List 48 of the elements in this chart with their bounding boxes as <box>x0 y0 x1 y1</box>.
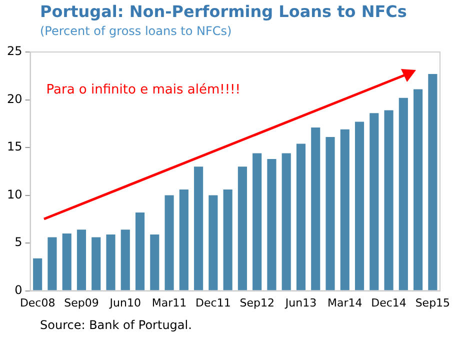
bar <box>223 190 232 290</box>
bar <box>398 98 408 290</box>
y-tick-label: 5 <box>14 235 22 250</box>
bar <box>164 195 174 290</box>
x-tick-label: Dec11 <box>196 296 231 310</box>
bar <box>267 158 276 290</box>
bar <box>311 127 320 290</box>
x-tick-label: Dec14 <box>371 296 406 310</box>
annotation: Para o infinito e mais além!!!! <box>46 82 240 98</box>
bar <box>340 129 350 290</box>
bar <box>252 153 262 290</box>
bar <box>106 234 116 290</box>
bar <box>62 233 72 290</box>
bar <box>428 74 438 290</box>
bar <box>76 230 86 290</box>
x-tick-label: Jun10 <box>108 296 141 310</box>
source-note: Source: Bank of Portugal. <box>40 318 192 332</box>
y-tick-label: 10 <box>6 187 22 202</box>
x-tick-label: Dec08 <box>20 296 56 310</box>
chart-subtitle: (Percent of gross loans to NFCs) <box>40 24 232 38</box>
bar <box>48 237 57 290</box>
bar <box>370 113 379 290</box>
bar <box>135 212 145 290</box>
bar <box>92 237 101 290</box>
x-tick-label: Sep12 <box>240 296 274 310</box>
x-tick-label: Sep15 <box>415 296 450 310</box>
bar <box>238 166 247 290</box>
y-tick-label: 0 <box>14 282 22 297</box>
bar <box>120 230 130 290</box>
y-tick-label: 15 <box>6 140 22 154</box>
bar <box>354 122 364 290</box>
bar <box>282 153 291 290</box>
x-tick-label: Jun13 <box>284 296 317 310</box>
chart-title: Portugal: Non-Performing Loans to NFCs <box>40 2 407 21</box>
bar <box>33 258 42 290</box>
x-tick-label: Sep09 <box>64 296 99 310</box>
bar <box>414 89 423 290</box>
bar <box>208 195 218 290</box>
bar <box>326 137 335 290</box>
bar <box>384 110 394 290</box>
x-tick-label: Mar11 <box>152 296 187 310</box>
bar <box>194 166 204 290</box>
bar <box>150 234 160 290</box>
bar <box>179 190 188 290</box>
y-tick-label: 25 <box>6 44 22 58</box>
y-tick-label: 20 <box>6 92 22 106</box>
bar <box>296 144 306 290</box>
x-tick-label: Mar14 <box>328 296 362 310</box>
